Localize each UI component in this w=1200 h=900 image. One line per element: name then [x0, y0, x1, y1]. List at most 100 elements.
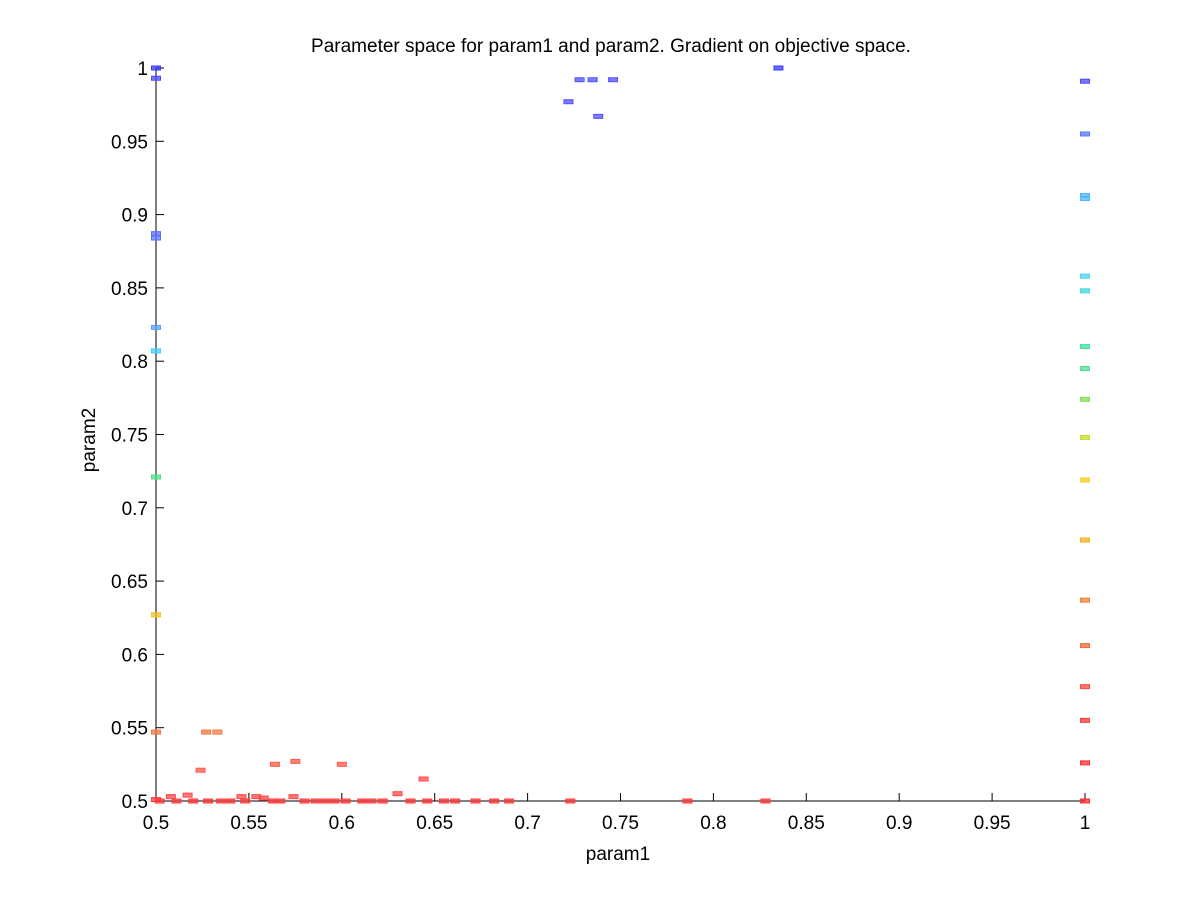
y-axis-ticks: 0.5 0.55 0.6 0.65 0.7 0.75 0.8 0.85 0.9 0.95 1 — [111, 59, 164, 813]
x-tick-label: 0.5 — [143, 813, 169, 834]
data-point — [269, 761, 280, 767]
data-point — [329, 798, 340, 804]
data-point — [171, 798, 182, 804]
data-point — [470, 798, 481, 804]
data-point — [489, 798, 500, 804]
data-point — [203, 798, 214, 804]
data-point — [151, 65, 161, 71]
data-point — [366, 798, 377, 804]
x-tick-label: 0.75 — [602, 813, 639, 834]
y-axis-label: param2 — [79, 408, 100, 472]
data-points — [151, 65, 1090, 804]
x-axis-ticks: 0.5 0.55 0.6 0.65 0.7 0.75 0.8 0.85 0.9 0.95 1 — [143, 793, 1091, 834]
x-tick-label: 0.7 — [514, 813, 540, 834]
data-point — [1080, 597, 1090, 603]
data-point — [1080, 344, 1090, 350]
data-point — [1080, 288, 1090, 294]
data-point — [418, 776, 429, 782]
data-point — [563, 99, 574, 105]
y-tick-label: 0.7 — [122, 499, 148, 520]
y-tick-label: 0.8 — [122, 352, 148, 373]
data-point — [1080, 396, 1090, 402]
data-point — [216, 798, 227, 804]
y-tick-label: 0.55 — [111, 719, 148, 740]
chart-title: Parameter space for param1 and param2. G… — [311, 36, 911, 57]
y-tick-label: 0.9 — [122, 206, 148, 227]
y-tick-label: 1 — [137, 59, 148, 80]
data-point — [258, 795, 269, 801]
data-point — [1080, 684, 1090, 690]
data-point — [377, 798, 388, 804]
data-point — [240, 798, 251, 804]
data-point — [1080, 131, 1090, 137]
data-point — [504, 798, 515, 804]
data-point — [151, 75, 161, 81]
data-point — [565, 798, 576, 804]
data-point — [1080, 78, 1090, 84]
data-point — [201, 729, 212, 735]
data-point — [438, 798, 449, 804]
x-tick-label: 0.55 — [230, 813, 267, 834]
data-point — [1080, 477, 1090, 483]
data-point — [422, 798, 433, 804]
data-point — [154, 798, 165, 804]
data-point — [151, 235, 161, 241]
data-point — [151, 231, 161, 237]
data-point — [151, 348, 161, 354]
x-tick-label: 0.95 — [974, 813, 1011, 834]
x-tick-label: 0.6 — [329, 813, 355, 834]
data-point — [195, 767, 206, 773]
data-point — [340, 798, 351, 804]
data-point — [773, 65, 784, 71]
data-point — [151, 729, 161, 735]
y-tick-label: 0.95 — [111, 132, 148, 153]
data-point — [1080, 760, 1090, 766]
data-point — [1080, 366, 1090, 372]
data-point — [1080, 643, 1090, 649]
data-point — [290, 758, 301, 764]
data-point — [275, 798, 286, 804]
data-point — [310, 798, 321, 804]
data-point — [392, 791, 403, 797]
data-point — [450, 798, 461, 804]
data-point — [182, 792, 193, 798]
x-tick-label: 0.65 — [416, 813, 453, 834]
data-point — [608, 77, 619, 83]
data-point — [1080, 717, 1090, 723]
data-point — [760, 798, 771, 804]
axes — [155, 68, 1085, 802]
data-point — [1080, 537, 1090, 543]
data-point — [236, 794, 247, 800]
data-point — [1080, 195, 1090, 201]
y-tick-label: 0.6 — [122, 645, 148, 666]
x-tick-label: 0.9 — [886, 813, 912, 834]
y-tick-label: 0.85 — [111, 279, 148, 300]
data-point — [1080, 434, 1090, 440]
data-point — [188, 798, 199, 804]
data-point — [405, 798, 416, 804]
data-point — [225, 798, 236, 804]
y-tick-label: 0.5 — [122, 792, 148, 813]
x-tick-label: 1 — [1080, 813, 1091, 834]
data-point — [151, 324, 161, 330]
data-point — [320, 798, 331, 804]
data-point — [212, 729, 223, 735]
data-point — [336, 761, 347, 767]
x-tick-label: 0.85 — [788, 813, 825, 834]
data-point — [151, 474, 161, 480]
data-point — [682, 798, 693, 804]
y-tick-label: 0.75 — [111, 426, 148, 447]
data-point — [1080, 798, 1090, 804]
data-point — [299, 798, 310, 804]
data-point — [574, 77, 585, 83]
y-tick-label: 0.65 — [111, 572, 148, 593]
x-tick-label: 0.8 — [700, 813, 726, 834]
data-point — [357, 798, 368, 804]
data-point — [151, 612, 161, 618]
data-point — [1080, 273, 1090, 279]
data-point — [165, 794, 176, 800]
data-point — [288, 794, 299, 800]
data-point — [593, 113, 604, 119]
data-point — [587, 77, 598, 83]
